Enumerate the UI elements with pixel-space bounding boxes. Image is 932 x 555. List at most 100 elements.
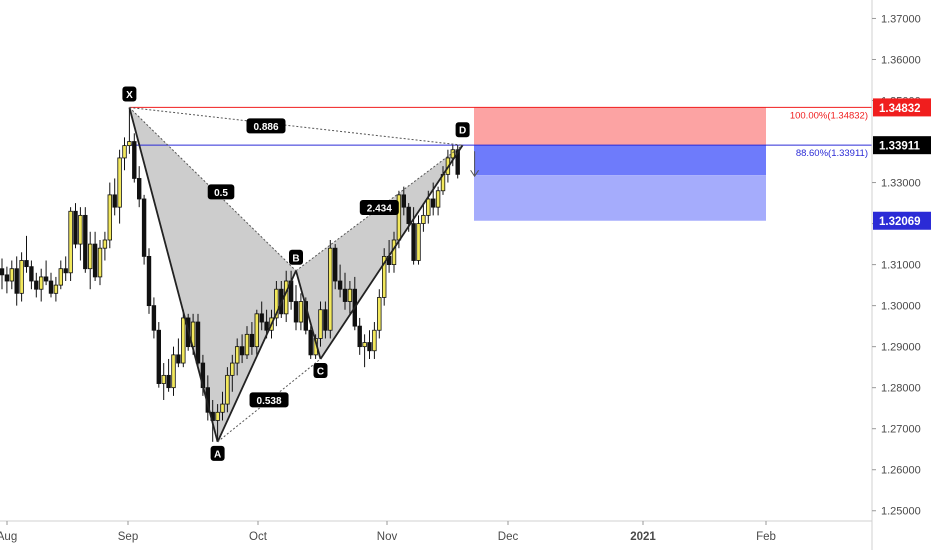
- candle-body: [450, 149, 455, 159]
- price-tag-2: 1.32069: [873, 211, 931, 230]
- x-tick-label: Dec: [498, 531, 519, 543]
- candle-body: [455, 149, 460, 175]
- price-tag-text: 1.34832: [879, 103, 921, 115]
- position-zones: [474, 107, 766, 221]
- candle-body: [426, 198, 431, 216]
- harmonic-pattern-lines: [128, 106, 480, 443]
- candle-body: [73, 210, 78, 245]
- candle-body: [83, 214, 88, 270]
- price-tag-text: 1.33911: [879, 141, 921, 153]
- candle-body: [215, 411, 220, 421]
- y-tick-label: 1.30000: [881, 301, 921, 313]
- pattern-labels: X A B C D 0.886 0.5 2.434 0.538: [122, 86, 470, 461]
- candle-body: [146, 255, 152, 307]
- candle-body: [141, 198, 147, 257]
- ratio-label-bg: [207, 184, 235, 200]
- candle-body: [308, 329, 313, 356]
- price-tag-bg: [873, 98, 931, 117]
- candle-body: [4, 274, 10, 282]
- candle-body: [220, 403, 225, 413]
- point-label-d: D: [455, 122, 470, 138]
- point-label-bg: [313, 362, 328, 378]
- point-label-bg: [455, 122, 470, 138]
- y-tick-label: 1.31000: [881, 260, 921, 272]
- x-tick-label: Nov: [377, 531, 398, 543]
- candle-body: [328, 247, 333, 331]
- point-label-text: A: [214, 449, 221, 460]
- candle-body: [337, 280, 343, 290]
- fib-levels: 100.00%(1.34832) 88.60%(1.33911): [129, 106, 872, 159]
- ratio-label-text: 2.434: [367, 203, 392, 214]
- candle-body: [132, 141, 137, 179]
- candle-body: [0, 268, 5, 276]
- candle-body: [323, 309, 328, 331]
- candle-body: [88, 243, 93, 270]
- ratio-label-text: 0.886: [253, 122, 278, 133]
- candle-body: [29, 266, 34, 282]
- candle-body: [342, 288, 348, 302]
- candle-body: [406, 206, 411, 224]
- candle-body: [107, 194, 112, 241]
- x-tick-label: Feb: [756, 531, 776, 543]
- candle-body: [283, 280, 289, 315]
- candle-body: [151, 305, 157, 331]
- candle-body: [48, 280, 54, 294]
- candle-body: [264, 321, 269, 331]
- candle-body: [377, 297, 382, 331]
- candle-body: [9, 268, 14, 282]
- candle-body: [430, 198, 436, 208]
- candle-body: [254, 313, 259, 348]
- candle-body: [249, 333, 255, 348]
- candle-body: [195, 321, 201, 364]
- ratio-line-xd: [129, 106, 463, 146]
- candle-body: [234, 346, 240, 364]
- level-label-1: 88.60%(1.33911): [796, 148, 868, 159]
- x-tick-label: 2021: [630, 531, 656, 543]
- candle-body: [372, 329, 377, 352]
- candle-body: [24, 260, 29, 268]
- y-tick-label: 1.33000: [881, 178, 921, 190]
- point-label-bg: [210, 445, 225, 461]
- candle-body: [92, 243, 98, 278]
- point-label-text: D: [459, 126, 466, 137]
- ratio-label-0: 0.886: [246, 118, 286, 134]
- price-tag-bg: [873, 211, 931, 230]
- y-tick-label: 1.37000: [881, 13, 921, 25]
- candle-body: [332, 247, 338, 282]
- candle-body: [411, 223, 416, 261]
- candle-body: [136, 178, 142, 200]
- target-zone-far: [474, 175, 766, 221]
- candle-body: [181, 317, 186, 364]
- y-tick-label: 1.29000: [881, 342, 921, 354]
- candle-body: [298, 301, 304, 323]
- candle-body: [14, 268, 19, 294]
- candle-body: [362, 342, 367, 348]
- candle-body: [357, 325, 362, 348]
- ratio-label-text: 0.538: [257, 396, 282, 407]
- candle-body: [19, 260, 24, 294]
- candle-body: [58, 268, 63, 286]
- candle-body: [122, 145, 127, 159]
- candle-body: [230, 362, 235, 376]
- candle-body: [117, 157, 122, 208]
- y-tick-label: 1.28000: [881, 383, 921, 395]
- point-label-text: C: [317, 366, 324, 377]
- pattern-triangle-xab: [129, 107, 296, 442]
- candle-body: [63, 268, 68, 274]
- candle-body: [127, 141, 132, 147]
- point-label-b: B: [289, 249, 303, 265]
- y-tick-label: 1.36000: [881, 54, 921, 66]
- point-label-c: C: [313, 362, 328, 378]
- candle-body: [381, 255, 387, 298]
- ratio-label-2: 2.434: [359, 199, 399, 215]
- candle-body: [244, 333, 250, 356]
- candle-body: [97, 247, 103, 278]
- arrow-down-icon: [470, 151, 480, 178]
- y-tick-label: 1.26000: [881, 465, 921, 477]
- candle-body: [39, 276, 44, 290]
- candle-body: [318, 309, 323, 339]
- candle-body: [303, 301, 308, 331]
- candle-body: [347, 288, 353, 302]
